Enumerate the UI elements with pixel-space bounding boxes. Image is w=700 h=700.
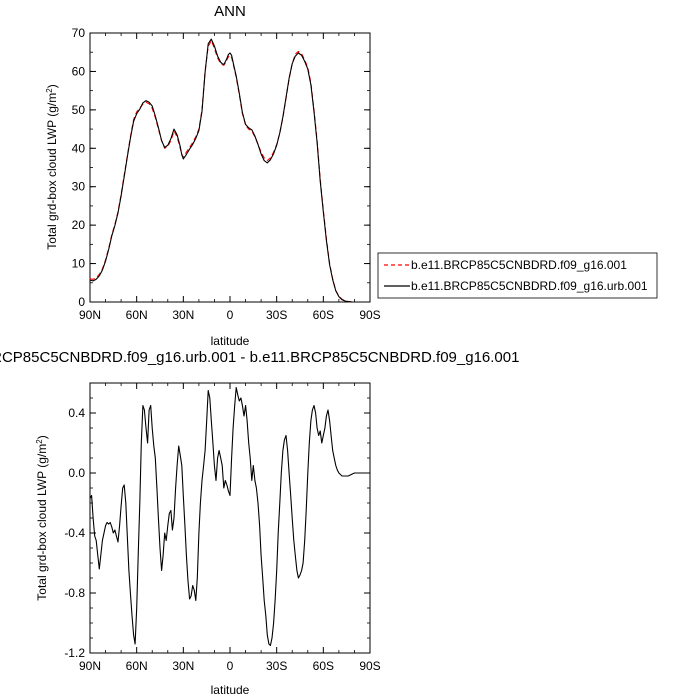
legend-label-series-1: b.e11.BRCP85C5CNBDRD.f09_g16.001 [411,258,627,272]
y-tick-label: 70 [72,26,86,40]
y-tick-label: -1.2 [64,646,85,660]
y-tick-label: 60 [72,64,86,78]
x-tick-label: 0 [227,659,234,673]
y-tick-label: 20 [72,218,86,232]
x-tick-label: 30S [266,659,287,673]
x-tick-label: 90N [79,308,101,322]
top-chart-title: ANN [214,3,246,20]
x-tick-label: 60S [313,659,334,673]
y-tick-label: 50 [72,103,86,117]
top-y-axis-label: Total grd-box cloud LWP (g/m2) [45,84,60,249]
top-x-ticks: 90N 60N 30N 0 30S 60S 90S [79,33,381,322]
bottom-chart-title: b.e11.BRCP85C5CNBDRD.f09_g16.urb.001 - b… [0,349,519,366]
series-line [89,40,370,303]
y-tick-label: 0.0 [68,466,85,480]
x-tick-label: 60S [313,308,334,322]
top-x-axis-label: latitude [211,334,250,348]
bottom-y-ticks: -1.2 -0.8 -0.4 0.0 0.4 [64,382,370,660]
x-tick-label: 90S [359,659,380,673]
x-tick-label: 90S [359,308,380,322]
x-tick-label: 30N [172,659,194,673]
legend: b.e11.BRCP85C5CNBDRD.f09_g16.001 b.e11.B… [377,252,658,299]
y-tick-label: -0.4 [64,526,85,540]
x-tick-label: 30S [266,308,287,322]
y-tick-label: 0 [78,295,85,309]
top-plot-frame [89,32,371,303]
x-tick-label: 30N [172,308,194,322]
y-tick-label: 30 [72,180,86,194]
y-tick-label: -0.8 [64,586,85,600]
y-tick-label: 40 [72,141,86,155]
x-tick-label: 60N [126,308,148,322]
x-tick-label: 60N [126,659,148,673]
series-line [89,38,370,303]
top-panel: ANN 90N 60N 30N 0 30S 60S 90S 010203040506070 … [45,3,381,348]
y-tick-label: 10 [72,257,86,271]
y-tick-label: 0.4 [68,406,85,420]
series-line [89,386,370,647]
x-tick-label: 90N [79,659,101,673]
bottom-series-lines [89,386,370,647]
top-y-ticks: 0 10 20 30 40 50 60 70 [72,26,370,309]
legend-label-series-2: b.e11.BRCP85C5CNBDRD.f09_g16.urb.001 [411,279,648,293]
bottom-panel: b.e11.BRCP85C5CNBDRD.f09_g16.urb.001 - b… [0,349,519,697]
legend-box [377,252,658,299]
top-series-lines [89,38,370,303]
bottom-x-ticks: 90N 60N 30N 0 30S 60S 90S [79,383,381,673]
bottom-x-axis-label: latitude [211,683,250,697]
bottom-y-axis-label: Total grd-box cloud LWP (g/m2) [35,435,50,600]
x-tick-label: 0 [227,308,234,322]
